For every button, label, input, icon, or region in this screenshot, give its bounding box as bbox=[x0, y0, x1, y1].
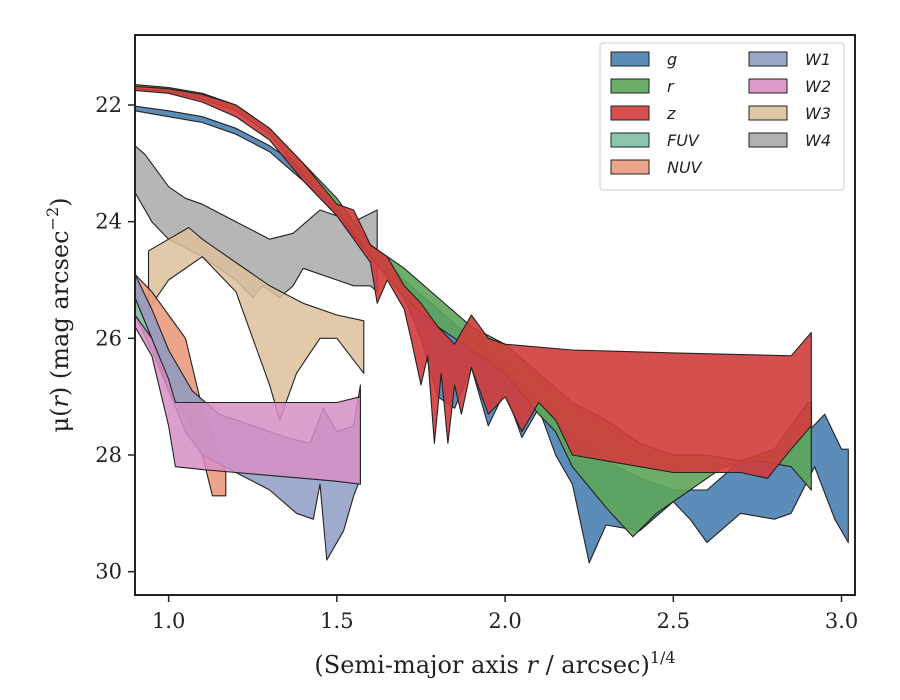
legend-item-w1: W1 bbox=[748, 50, 831, 69]
legend-swatch bbox=[610, 78, 650, 94]
legend-swatch bbox=[610, 105, 650, 121]
legend-item-nuv: NUV bbox=[610, 158, 703, 177]
legend-label: NUV bbox=[667, 158, 703, 177]
legend: grz FUV NUV W1 W2 W3 W4 bbox=[599, 42, 845, 191]
legend-item-g: g bbox=[610, 50, 677, 69]
legend-item-r: r bbox=[610, 77, 675, 96]
x-axis: 1.0 1.5 2.0 2.5 3.0 bbox=[152, 595, 858, 633]
legend-swatch bbox=[748, 132, 788, 148]
y-tick-label: 22 bbox=[95, 93, 122, 117]
y-tick-label: 26 bbox=[95, 326, 122, 350]
legend-label: W2 bbox=[805, 77, 831, 96]
y-tick-label: 30 bbox=[95, 560, 122, 584]
legend-item-fuv: FUV bbox=[610, 131, 700, 150]
y-tick-label: 24 bbox=[95, 210, 122, 234]
x-tick-label: 3.0 bbox=[825, 609, 858, 633]
legend-label: FUV bbox=[667, 131, 700, 150]
legend-swatch bbox=[610, 51, 650, 67]
legend-swatch bbox=[748, 105, 788, 121]
legend-label: g bbox=[667, 50, 677, 69]
legend-swatch bbox=[748, 51, 788, 67]
series-band-w2 bbox=[135, 314, 361, 485]
series-band-w3 bbox=[147, 226, 365, 421]
x-axis-label: (Semi-major axis r / arcsec)1/4 bbox=[314, 648, 675, 679]
series-layer bbox=[135, 84, 849, 564]
legend-swatch bbox=[610, 132, 650, 148]
series-band-z bbox=[135, 85, 812, 479]
legend-label: W3 bbox=[805, 104, 831, 123]
legend-label: r bbox=[667, 77, 675, 96]
legend-label: W4 bbox=[805, 131, 831, 150]
x-tick-label: 1.5 bbox=[320, 609, 353, 633]
y-tick-label: 28 bbox=[95, 443, 122, 467]
legend-entries: grz FUV NUV W1 W2 W3 W4 bbox=[610, 50, 831, 177]
legend-item-w2: W2 bbox=[748, 77, 831, 96]
y-axis: 22 24 26 28 30 bbox=[95, 93, 135, 584]
x-tick-label: 2.0 bbox=[488, 609, 521, 633]
legend-label: W1 bbox=[805, 50, 831, 69]
legend-item-z: z bbox=[610, 104, 676, 123]
legend-swatch bbox=[748, 78, 788, 94]
legend-item-w3: W3 bbox=[748, 104, 831, 123]
x-tick-label: 2.5 bbox=[657, 609, 690, 633]
legend-item-w4: W4 bbox=[748, 131, 831, 150]
legend-label: z bbox=[666, 104, 676, 123]
y-axis-label: μ(r) (mag arcsec−2) bbox=[43, 197, 74, 432]
x-tick-label: 1.0 bbox=[152, 609, 185, 633]
plot-frame bbox=[134, 34, 856, 596]
legend-swatch bbox=[610, 159, 650, 175]
